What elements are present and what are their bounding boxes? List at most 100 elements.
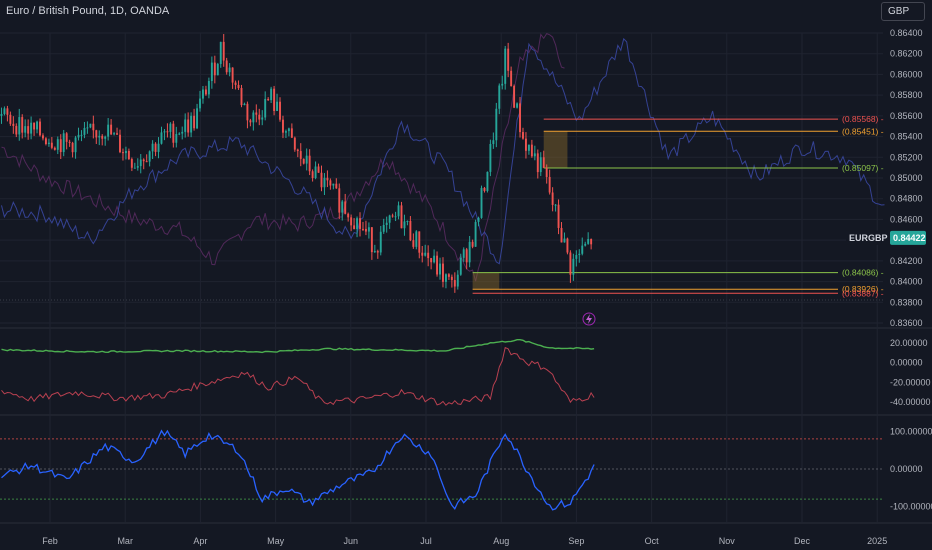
candle-body xyxy=(175,134,178,143)
candle-body xyxy=(246,103,249,121)
price-tick-label: 0.84800 xyxy=(890,194,923,204)
candle-body xyxy=(210,62,213,82)
candle-body xyxy=(344,201,347,214)
candle-body xyxy=(563,238,566,243)
candle-body xyxy=(510,70,513,87)
level-label: (0.83926) - xyxy=(842,284,884,294)
candle-body xyxy=(83,127,86,135)
candle-body xyxy=(3,108,6,114)
candle-body xyxy=(166,131,169,133)
candle-body xyxy=(59,139,62,153)
candle-body xyxy=(56,139,59,150)
time-tick-label: 2025 xyxy=(867,536,887,546)
candle-body xyxy=(104,136,107,139)
candle-body xyxy=(122,152,124,154)
candle-body xyxy=(213,62,216,76)
candle-body xyxy=(231,67,234,83)
candle-body xyxy=(160,132,163,144)
candle-body xyxy=(127,150,130,160)
osc2-blue-line xyxy=(1,429,595,511)
candle-body xyxy=(465,249,468,263)
supply-demand-zone xyxy=(543,131,568,168)
candle-body xyxy=(569,252,572,275)
candle-body xyxy=(424,252,427,256)
candle-body xyxy=(237,84,240,89)
candle-body xyxy=(98,135,101,138)
candle-body xyxy=(433,255,436,263)
overlay-purple-line xyxy=(1,32,565,282)
candle-body xyxy=(447,274,450,277)
candle-body xyxy=(219,41,222,64)
candle-body xyxy=(199,98,201,109)
candle-body xyxy=(24,126,27,133)
price-tick-label: 0.84200 xyxy=(890,256,923,266)
level-label: (0.85451) - xyxy=(842,126,884,136)
time-tick-label: Jun xyxy=(344,536,359,546)
candle-body xyxy=(267,98,270,101)
candle-body xyxy=(193,115,196,129)
candle-body xyxy=(255,112,258,115)
candle-body xyxy=(400,205,403,229)
osc2-tick-label: 100.00000 xyxy=(890,426,932,436)
osc2-tick-label: -100.00000 xyxy=(890,502,932,512)
candle-body xyxy=(456,274,459,287)
candle-body xyxy=(216,63,219,76)
candle-body xyxy=(311,171,314,179)
currency-button[interactable]: GBP xyxy=(881,2,925,21)
candle-body xyxy=(36,121,39,130)
osc1-tick-label: 0.00000 xyxy=(890,358,923,368)
candle-body xyxy=(30,122,33,134)
candle-body xyxy=(442,263,444,282)
candle-body xyxy=(178,133,181,135)
candle-body xyxy=(222,41,225,61)
candle-body xyxy=(124,150,127,154)
level-label: (0.84086) - xyxy=(842,268,884,278)
candle-body xyxy=(187,119,190,133)
candle-body xyxy=(139,159,142,167)
candle-body xyxy=(119,134,121,153)
candle-body xyxy=(391,215,394,217)
time-tick-label: Apr xyxy=(193,536,207,546)
candle-body xyxy=(80,134,83,136)
candle-body xyxy=(207,81,210,95)
candle-body xyxy=(163,131,166,133)
candle-body xyxy=(50,142,53,148)
candle-body xyxy=(264,98,267,118)
time-tick-label: Sep xyxy=(568,536,584,546)
time-tick-label: Jul xyxy=(420,536,432,546)
time-tick-label: Feb xyxy=(42,536,58,546)
candle-body xyxy=(557,204,560,228)
candle-body xyxy=(397,205,400,217)
candle-body xyxy=(290,128,293,138)
osc1-tick-label: -20.00000 xyxy=(890,377,931,387)
candle-body xyxy=(181,131,184,134)
candle-body xyxy=(578,253,581,256)
candle-body xyxy=(154,143,157,152)
candle-body xyxy=(39,121,41,136)
candle-body xyxy=(314,166,317,179)
candle-body xyxy=(27,126,30,134)
candle-body xyxy=(587,239,590,244)
candle-body xyxy=(364,228,367,232)
price-tick-label: 0.85600 xyxy=(890,111,923,121)
candle-body xyxy=(284,131,287,133)
candle-body xyxy=(184,119,187,132)
candle-body xyxy=(252,112,255,123)
candle-body xyxy=(261,117,264,120)
symbol-tag-bg xyxy=(846,230,890,245)
candle-body xyxy=(590,239,593,245)
candle-body xyxy=(421,252,424,256)
candle-body xyxy=(495,108,498,141)
candle-body xyxy=(468,241,471,263)
candle-body xyxy=(320,172,323,188)
candle-body xyxy=(95,130,98,138)
price-tick-label: 0.86200 xyxy=(890,49,923,59)
candle-body xyxy=(317,166,320,173)
candle-body xyxy=(243,103,246,106)
symbol-title: Euro / British Pound, 1D, OANDA xyxy=(6,5,170,17)
candle-body xyxy=(273,88,276,112)
candle-body xyxy=(347,213,350,218)
time-tick-label: Aug xyxy=(493,536,509,546)
candle-body xyxy=(560,227,563,243)
